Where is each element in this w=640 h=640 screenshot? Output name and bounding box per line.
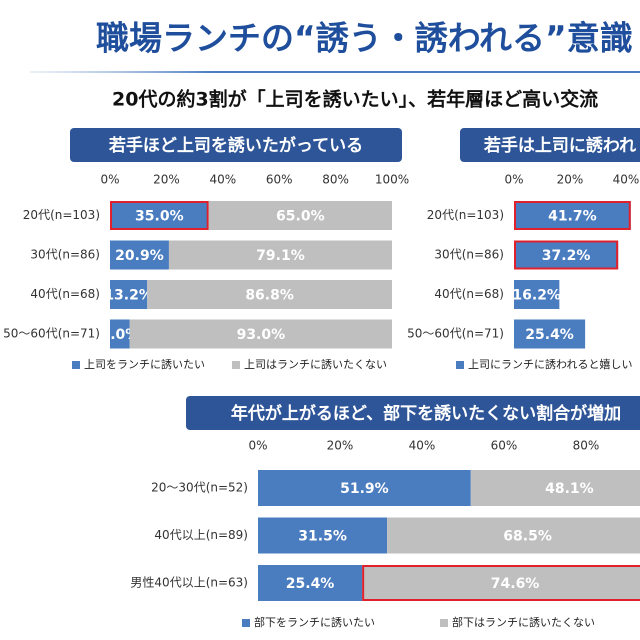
legend-label: 上司はランチに誘いたくない [244,358,387,371]
category-label: 40代(n=68) [30,287,100,301]
bar-segment [110,280,148,309]
category-label: 男性40代以上(n=63) [130,576,248,590]
chart-title: 若手は上司に誘われ [483,135,636,156]
bar-segment [514,280,560,309]
legend-label: 上司にランチに誘われると嬉しい [468,357,632,371]
value-label: 79.1% [256,248,305,264]
value-label: 74.6% [491,576,540,592]
x-tick-label: 40% [409,439,436,453]
category-label: 20代(n=103) [427,208,504,222]
x-tick-label: 60% [491,439,518,453]
chart-title-banner [460,128,640,162]
legend-label: 部下はランチに誘いたくない [452,615,595,629]
highlight-frame [514,201,631,230]
page-title: 職場ランチの“誘う・誘われる”意識 [96,19,633,58]
legend-label: 部下をランチに誘いたい [254,615,375,629]
x-tick-label: 80% [573,439,600,453]
bar-segment [129,319,393,349]
x-tick-label: 0% [504,173,523,187]
page-subtitle: 20代の約3割が「上司を誘いたい」、若年層ほど高い交流 [112,88,598,111]
x-tick-label: 0% [100,173,119,187]
category-label: 50～60代(n=71) [407,327,504,341]
category-label: 20代(n=103) [23,208,100,222]
value-label: 16.2% [512,288,561,304]
value-label: 7.0% [100,327,139,343]
value-label: 25.4% [286,576,335,592]
legend-swatch [456,361,464,369]
bar-segment [208,201,392,230]
category-label: 40代(n=68) [434,287,504,301]
value-label: 86.8% [245,288,294,304]
value-label: 48.1% [545,481,594,497]
bar-segment [514,240,619,270]
value-label: 68.5% [503,529,552,545]
value-label: 41.7% [548,209,597,225]
bar-segment [110,319,130,349]
legend-swatch [232,361,240,369]
x-tick-label: 80% [322,173,349,187]
bar-segment [168,240,392,270]
legend-swatch [242,619,250,627]
category-label: 50～60代(n=71) [3,327,100,341]
category-label: 20～30代(n=52) [151,481,248,495]
highlight-frame [110,201,209,230]
value-label: 65.0% [276,209,325,225]
highlight-frame [514,240,619,270]
x-tick-label: 20% [327,439,354,453]
x-tick-label: 20% [557,173,584,187]
category-label: 30代(n=86) [434,248,504,262]
x-tick-label: 40% [209,173,236,187]
value-label: 31.5% [298,529,347,545]
bar-segment [514,319,586,349]
legend-label: 上司をランチに誘いたい [84,358,205,371]
bar-segment [110,201,209,230]
category-label: 40代以上(n=89) [154,528,248,542]
bar-segment [258,470,471,506]
legend-swatch [440,619,448,627]
bar-segment [110,240,169,270]
value-label: 13.2% [104,288,153,304]
value-label: 93.0% [237,327,286,343]
value-label: 20.9% [115,248,164,264]
highlight-frame [362,565,640,601]
bar-segment [258,565,363,601]
x-tick-label: 20% [153,173,180,187]
category-label: 30代(n=86) [30,248,100,262]
chart-title-banner [186,396,640,430]
bar-segment [147,280,392,309]
bar-segment [362,565,640,601]
chart-title: 若手ほど上司を誘いたがっている [108,135,363,156]
legend-swatch [72,361,80,369]
chart-title-banner [70,128,402,162]
value-label: 51.9% [340,481,389,497]
x-tick-label: 100% [375,173,409,187]
title-rule [30,71,640,73]
x-tick-label: 40% [613,173,640,187]
chart-title: 年代が上がるほど、部下を誘いたくない割合が増加 [231,403,621,424]
x-tick-label: 0% [248,439,267,453]
bar-segment [514,201,631,230]
bar-segment [470,470,640,506]
bar-segment [258,517,388,554]
value-label: 35.0% [135,209,184,225]
bar-segment [387,517,640,554]
value-label: 37.2% [542,248,591,264]
x-tick-label: 60% [266,173,293,187]
value-label: 25.4% [525,327,574,343]
